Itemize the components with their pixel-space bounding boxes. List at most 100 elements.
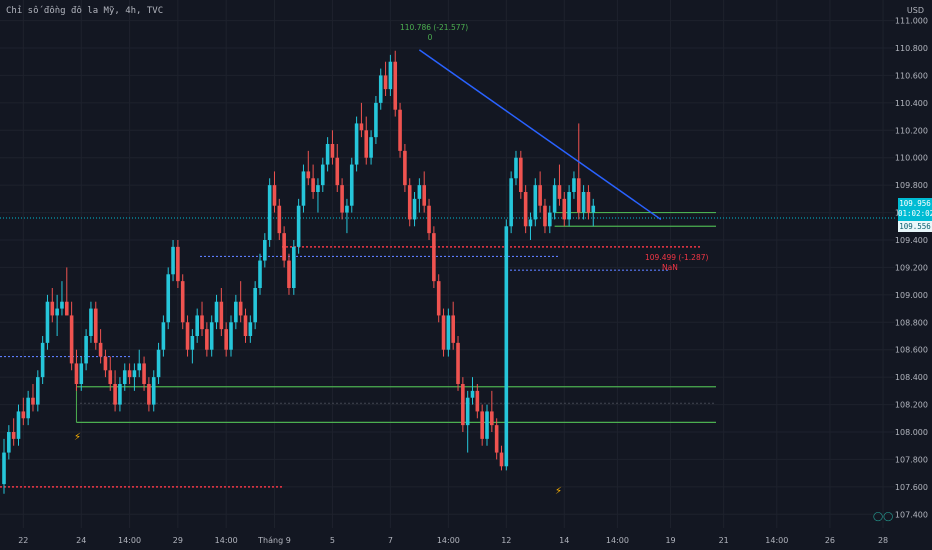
- candle-body: [282, 233, 286, 261]
- candle-body: [475, 390, 480, 412]
- candle-body: [403, 150, 407, 186]
- lightning-icon[interactable]: ⚡: [74, 432, 82, 443]
- candle-body: [465, 397, 470, 426]
- candle-body: [108, 370, 113, 384]
- candle-body: [576, 178, 581, 213]
- x-tick-label: 14:00: [118, 536, 141, 545]
- candle-body: [50, 301, 55, 316]
- y-tick-label: 108.200: [895, 401, 928, 410]
- y-tick-label: 110.400: [895, 99, 928, 108]
- x-tick-label: 28: [878, 536, 888, 545]
- candle-body: [296, 205, 301, 247]
- y-tick-label: 108.800: [895, 318, 928, 327]
- candle-body: [238, 301, 243, 316]
- x-tick-label: 24: [76, 536, 86, 545]
- candle-body: [398, 109, 402, 151]
- candle-body: [456, 342, 460, 384]
- candle-body: [301, 171, 306, 206]
- indicator-markers: [0, 217, 895, 488]
- candle-body: [292, 246, 296, 288]
- x-tick-label: 21: [719, 536, 729, 545]
- candle-body: [151, 377, 156, 405]
- candle-body: [504, 226, 509, 467]
- candle-body: [354, 123, 359, 165]
- candle-body: [36, 377, 40, 405]
- y-tick-label: 108.600: [895, 346, 928, 355]
- candle-body: [176, 246, 180, 282]
- y-tick-label: 109.800: [895, 181, 928, 190]
- candle-body: [156, 349, 161, 378]
- candle-body: [122, 370, 127, 384]
- y-tick-label: 108.400: [895, 373, 928, 382]
- current-price-badge: 109.956 01:02:02: [898, 198, 932, 221]
- candle-body: [127, 370, 132, 378]
- candle-body: [171, 246, 175, 275]
- candle-body: [446, 315, 451, 350]
- candle-body: [547, 212, 552, 227]
- x-tick-label: Tháng 9: [257, 536, 291, 545]
- candle-body: [451, 315, 455, 343]
- candle-body: [359, 123, 364, 131]
- candle-body: [470, 390, 475, 398]
- candle-body: [243, 315, 248, 336]
- candle-body: [340, 185, 344, 213]
- candle-body: [581, 192, 586, 213]
- level-annotation: 109.499 (-1.287): [645, 253, 709, 262]
- secondary-price-badge: 109.556: [898, 221, 932, 232]
- candle-body: [436, 281, 441, 316]
- candle-body: [369, 137, 373, 158]
- tradingview-logo-icon[interactable]: ◯◯: [873, 512, 894, 522]
- currency-label[interactable]: USD: [906, 6, 924, 15]
- candle-body: [205, 329, 209, 350]
- candle-body: [11, 432, 16, 439]
- candle-body: [320, 164, 325, 186]
- candle-body: [161, 322, 166, 350]
- candle-body: [528, 219, 533, 227]
- y-tick-label: 107.600: [895, 483, 928, 492]
- candle-body: [514, 157, 518, 179]
- candle-body: [258, 260, 262, 288]
- candle-body: [349, 164, 354, 206]
- candle-body: [40, 342, 45, 378]
- candle-body: [26, 397, 30, 419]
- candle-body: [132, 370, 137, 378]
- candle-body: [480, 411, 484, 439]
- candle-body: [494, 425, 499, 453]
- candle-body: [253, 288, 257, 323]
- candle-body: [523, 192, 528, 227]
- x-tick-label: 7: [388, 536, 393, 545]
- horizontal-levels: [75, 211, 716, 423]
- candle-body: [267, 185, 272, 240]
- candle-body: [272, 185, 277, 206]
- trendline: [418, 49, 662, 221]
- candle-body: [306, 171, 311, 179]
- peak-annotation: 110.786 (-21.577): [400, 23, 469, 32]
- candle-body: [432, 233, 436, 282]
- lightning-icon[interactable]: ⚡: [555, 486, 563, 497]
- candle-body: [142, 363, 146, 384]
- candle-body: [388, 61, 393, 90]
- candle-body: [21, 411, 26, 419]
- candle-body: [74, 363, 79, 384]
- candle-body: [60, 301, 64, 309]
- candle-body: [485, 411, 489, 439]
- x-tick-label: 5: [330, 536, 335, 545]
- candle-body: [209, 322, 214, 350]
- candle-body: [325, 144, 330, 165]
- x-tick-label: 29: [173, 536, 183, 545]
- candle-body: [417, 185, 422, 199]
- y-tick-label: 110.000: [895, 154, 928, 163]
- candle-body: [374, 102, 378, 138]
- candle-body: [195, 315, 199, 336]
- candle-body: [499, 452, 504, 467]
- candle-body: [2, 452, 6, 485]
- candle-body: [287, 260, 291, 288]
- candle-body: [89, 308, 93, 336]
- candle-body: [93, 308, 98, 343]
- y-tick-label: 109.000: [895, 291, 928, 300]
- candlestick-series: [2, 50, 596, 494]
- candle-body: [557, 185, 562, 199]
- symbol-title[interactable]: Chỉ số đồng đô la Mỹ, 4h, TVC: [6, 6, 164, 16]
- chart-grid: [0, 0, 895, 528]
